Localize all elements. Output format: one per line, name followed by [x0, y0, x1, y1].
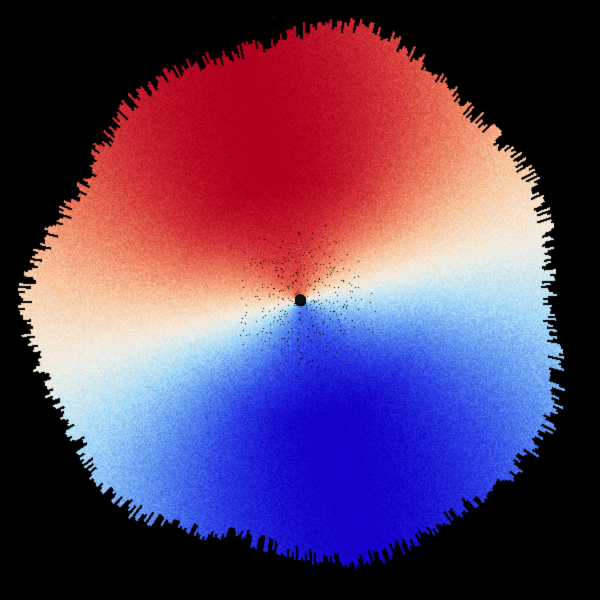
radar-site-marker	[295, 294, 305, 304]
